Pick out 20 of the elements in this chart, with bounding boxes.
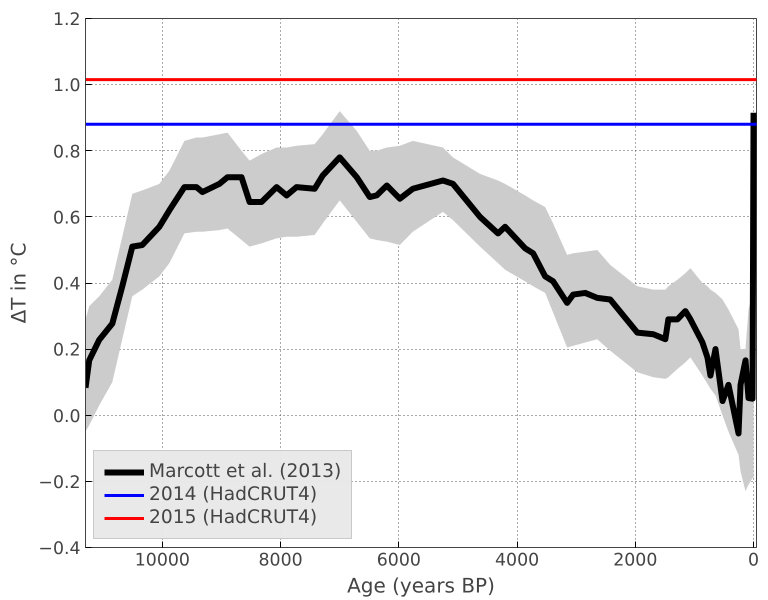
x-tick-label: 6000	[376, 550, 421, 570]
y-tick-label: 0.2	[52, 340, 81, 361]
y-axis-title: ΔT in °C	[6, 242, 30, 324]
legend-label: 2015 (HadCRUT4)	[149, 507, 318, 528]
x-tick-label: 2000	[613, 550, 658, 570]
y-tick-label: 0.0	[52, 406, 81, 427]
y-tick-label: 0.8	[52, 142, 81, 162]
x-axis-title: Age (years BP)	[347, 574, 495, 598]
legend-label: Marcott et al. (2013)	[149, 461, 342, 482]
y-tick-label: −0.4	[38, 539, 80, 559]
x-tick-label: 0	[748, 550, 760, 570]
x-tick-label: 8000	[258, 550, 303, 570]
x-tick-label: 10000	[134, 550, 190, 570]
legend-label: 2014 (HadCRUT4)	[149, 484, 318, 505]
y-tick-label: 0.4	[52, 274, 81, 294]
y-tick-label: 0.6	[52, 208, 81, 228]
y-tick-label: −0.2	[38, 472, 80, 493]
y-tick-label: 1.0	[52, 76, 81, 96]
x-tick-label: 4000	[495, 550, 540, 570]
y-tick-label: 1.2	[52, 10, 81, 30]
